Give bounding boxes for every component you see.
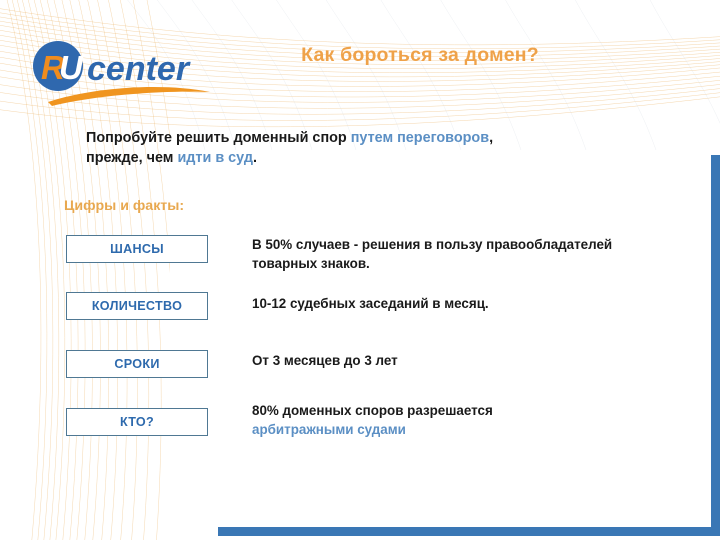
fact-text-quantity: 10-12 судебных заседаний в месяц. — [252, 295, 652, 314]
bottom-accent-bar — [218, 527, 720, 536]
fact-text-who-accent: арбитражными судами — [252, 421, 406, 437]
fact-text-who: 80% доменных споров разрешается арбитраж… — [252, 402, 652, 439]
right-accent-bar — [711, 155, 720, 527]
fact-label-who: КТО? — [66, 408, 208, 436]
intro-paragraph: Попробуйте решить доменный спор путем пе… — [86, 128, 606, 169]
intro-line1-tail: , — [489, 130, 494, 146]
logo-ru-mark: R — [41, 49, 65, 86]
intro-line2-tail: . — [252, 150, 257, 167]
intro-line2-lead: прежде, чем — [86, 150, 178, 167]
intro-line1-lead: Попробуйте решить доменный спор — [86, 130, 351, 146]
intro-accent-negotiations: путем переговоров — [350, 130, 490, 146]
intro-accent-court: идти в суд — [177, 150, 253, 167]
page-title: Как бороться за домен? — [301, 44, 539, 66]
logo-wordmark: center — [87, 50, 191, 88]
fact-text-terms: От 3 месяцев до 3 лет — [252, 352, 652, 371]
ru-center-logo: R U center — [33, 41, 210, 106]
svg-text:U: U — [59, 49, 84, 86]
fact-text-chances-plain: В 50% случаев - решения в пользу правооб… — [252, 237, 613, 271]
fact-label-terms: СРОКИ — [66, 350, 208, 378]
logo-swoosh — [48, 87, 210, 106]
fact-text-quantity-plain: 10-12 судебных заседаний в месяц. — [252, 296, 489, 311]
facts-section-heading: Цифры и факты: — [64, 198, 185, 214]
fact-label-chances: ШАНСЫ — [66, 235, 208, 263]
fact-label-quantity: КОЛИЧЕСТВО — [66, 292, 208, 320]
fact-text-who-plain: 80% доменных споров разрешается — [252, 403, 493, 418]
fact-text-terms-plain: От 3 месяцев до 3 лет — [252, 353, 398, 368]
fact-text-chances: В 50% случаев - решения в пользу правооб… — [252, 236, 652, 273]
